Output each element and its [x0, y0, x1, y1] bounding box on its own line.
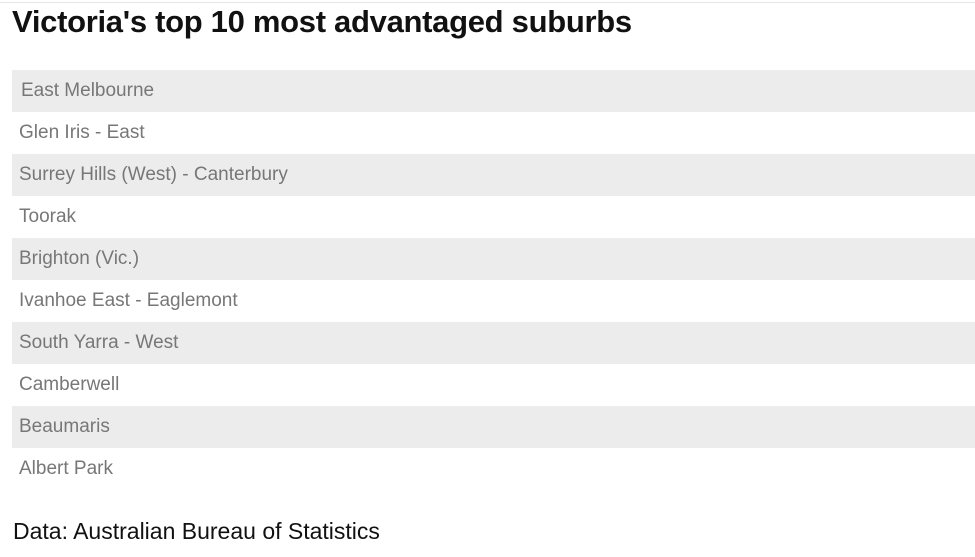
list-item: East Melbourne: [12, 70, 975, 112]
top-divider: [0, 2, 975, 3]
page-title: Victoria's top 10 most advantaged suburb…: [12, 4, 632, 39]
list-item: Glen Iris - East: [12, 112, 975, 154]
list-item: Toorak: [12, 196, 975, 238]
suburb-list: East Melbourne Glen Iris - East Surrey H…: [12, 70, 975, 490]
list-item: Albert Park: [12, 448, 975, 490]
list-item: Beaumaris: [12, 406, 975, 448]
list-item: Surrey Hills (West) - Canterbury: [12, 154, 975, 196]
list-item: Ivanhoe East - Eaglemont: [12, 280, 975, 322]
source-note: Data: Australian Bureau of Statistics: [13, 518, 380, 544]
list-item: Camberwell: [12, 364, 975, 406]
list-item: Brighton (Vic.): [12, 238, 975, 280]
list-item: South Yarra - West: [12, 322, 975, 364]
